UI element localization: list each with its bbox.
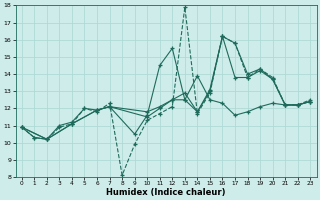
X-axis label: Humidex (Indice chaleur): Humidex (Indice chaleur) <box>106 188 226 197</box>
